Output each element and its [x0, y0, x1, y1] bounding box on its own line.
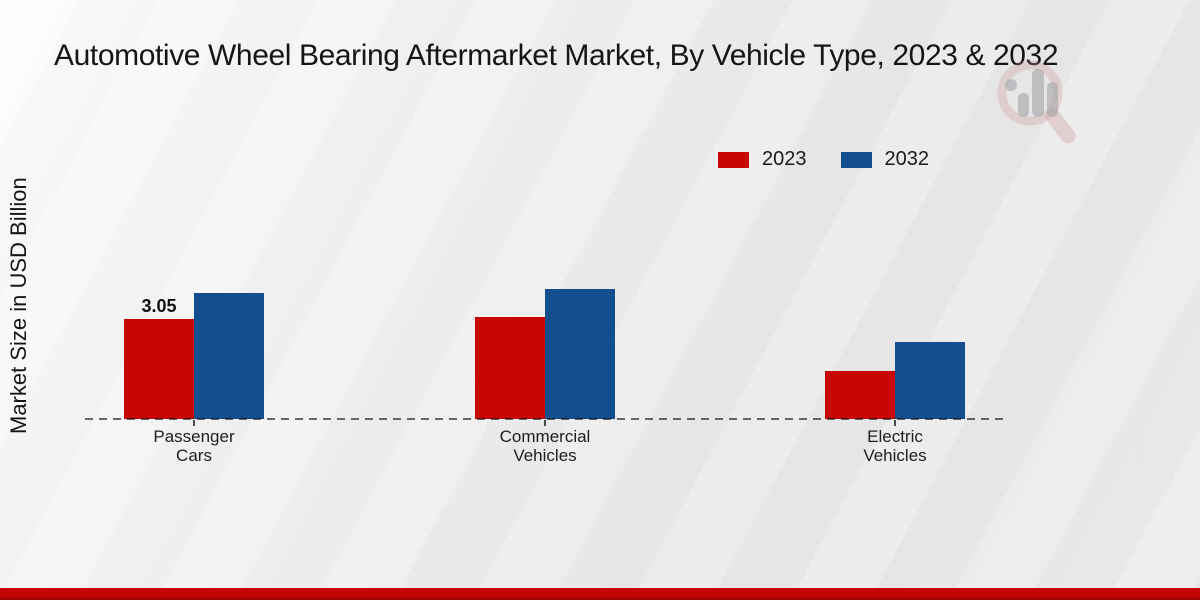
category-label-line: Commercial [499, 427, 591, 446]
category-label-line: Electric [867, 427, 923, 446]
bar-2023-commercial-vehicles [475, 317, 545, 419]
bar-2032-electric-vehicles [895, 342, 965, 419]
category-label-line: Vehicles [513, 446, 577, 465]
legend: 2023 2032 [718, 148, 929, 171]
legend-item-2032: 2032 [840, 148, 930, 171]
category-label-line: Vehicles [863, 446, 927, 465]
magnifier-bar-chart-logo-icon [997, 60, 1076, 144]
footer-accent-band [0, 588, 1200, 600]
bar-value-label: 3.05 [141, 296, 177, 316]
bar-2032-commercial-vehicles [545, 289, 615, 419]
legend-swatch-icon [840, 151, 872, 168]
category-label-electric-vehicles: Electric Vehicles [815, 427, 975, 465]
x-axis-tick [894, 420, 896, 426]
chart-title: Automotive Wheel Bearing Aftermarket Mar… [54, 39, 1059, 72]
legend-item-2023: 2023 [718, 148, 807, 171]
x-axis-tick [544, 420, 546, 426]
category-label-line: Passenger [153, 427, 235, 446]
bar-2023-passenger-cars [124, 319, 194, 419]
x-axis-tick [193, 420, 195, 426]
category-label-line: Cars [176, 446, 212, 465]
category-label-commercial-vehicles: Commercial Vehicles [465, 427, 625, 465]
bar-2032-passenger-cars [194, 293, 264, 419]
x-axis-baseline [85, 418, 1006, 420]
category-label-passenger-cars: Passenger Cars [114, 427, 274, 465]
legend-label: 2032 [884, 148, 930, 170]
legend-swatch-icon [718, 151, 749, 168]
bar-2023-electric-vehicles [825, 371, 895, 419]
legend-label: 2023 [762, 148, 807, 170]
